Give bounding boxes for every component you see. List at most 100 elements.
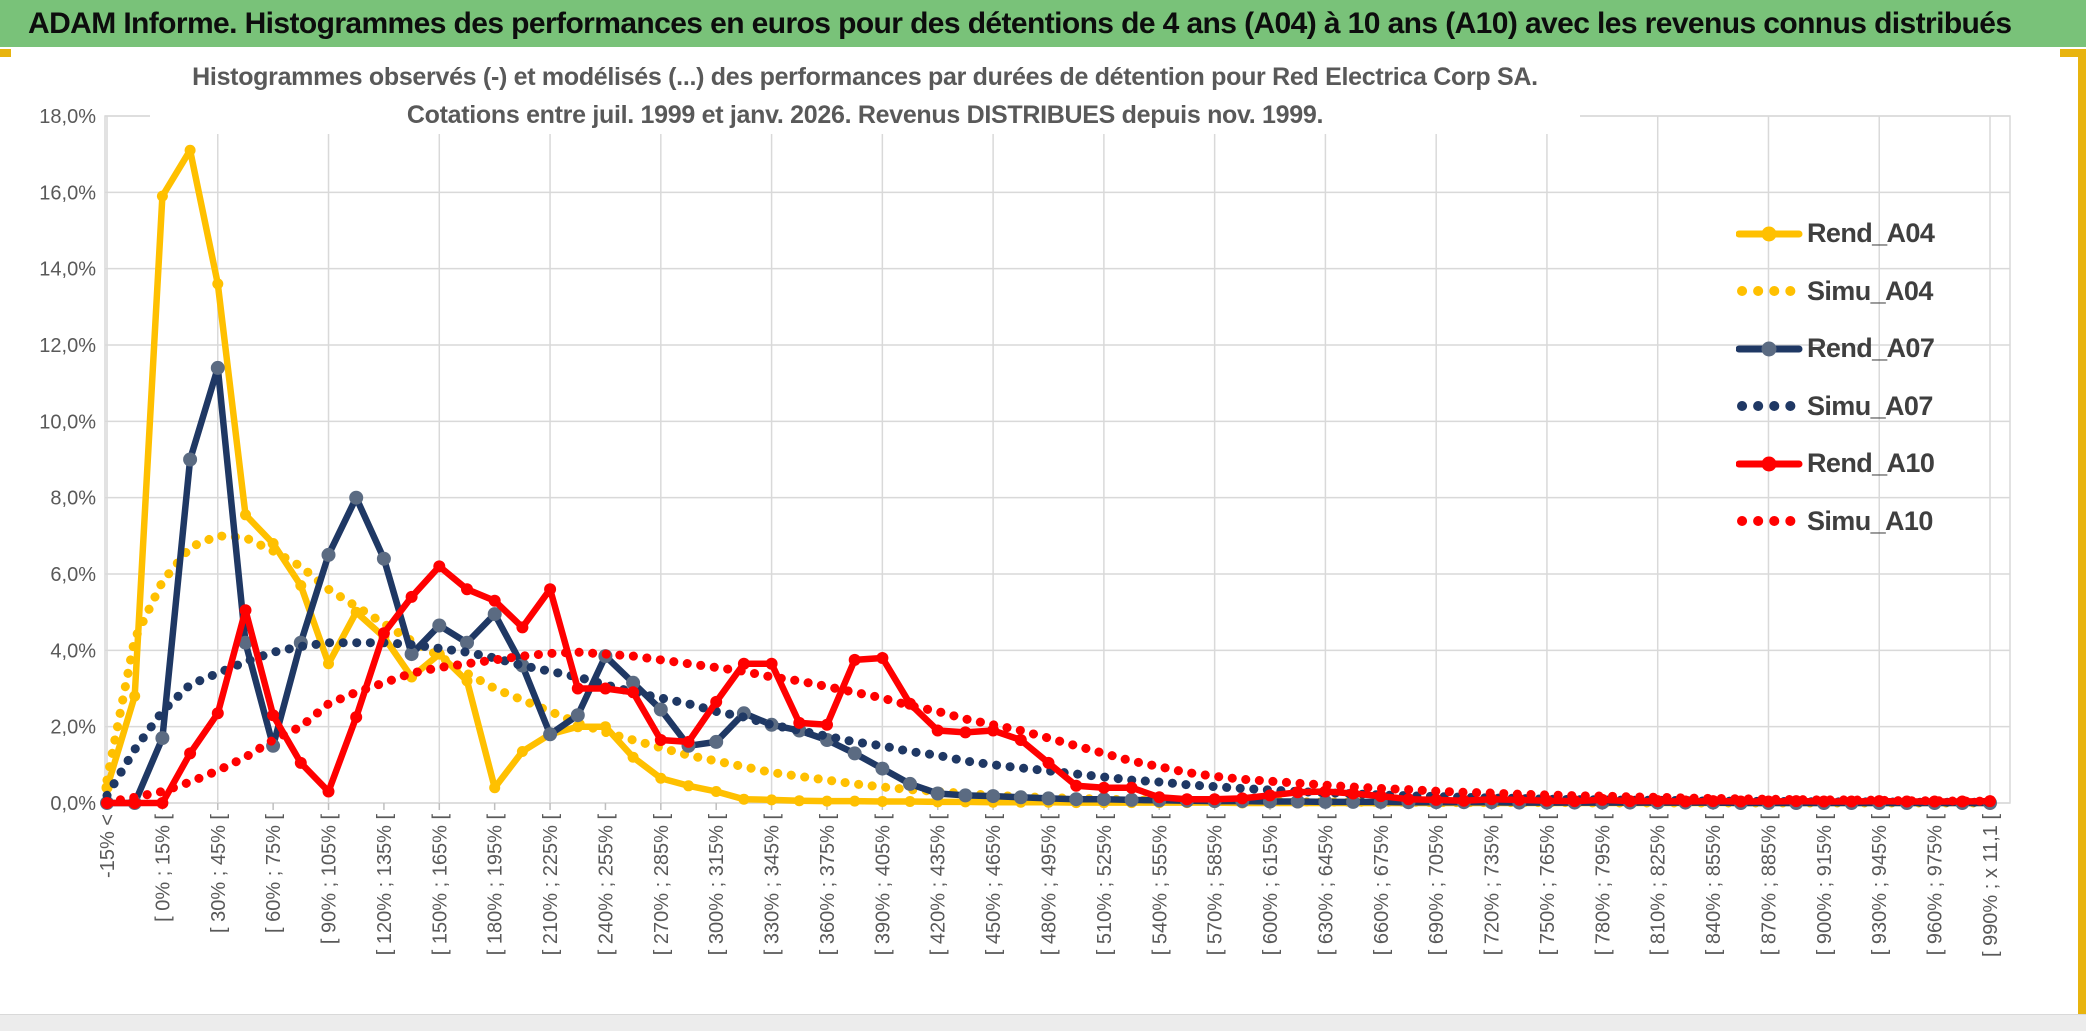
data-point xyxy=(738,793,750,805)
data-point xyxy=(876,796,888,807)
x-tick-label: [ 330% ; 345% [ xyxy=(762,814,784,956)
chart-title-line2: Cotations entre juil. 1999 et janv. 2026… xyxy=(406,101,1324,129)
data-point xyxy=(627,686,640,699)
data-point xyxy=(1096,792,1111,807)
legend-label: Simu_A10 xyxy=(1807,505,1933,536)
legend-item-Simu_A10: Simu_A10 xyxy=(1736,493,1934,551)
data-point xyxy=(1346,794,1361,809)
data-point xyxy=(516,746,528,757)
x-tick-label: [ 30% ; 45% [ xyxy=(208,814,230,933)
x-tick-label: [ 480% ; 495% [ xyxy=(1039,814,1061,956)
data-point xyxy=(904,796,916,807)
data-point xyxy=(793,795,805,807)
data-point xyxy=(821,718,833,731)
data-point xyxy=(487,607,502,622)
data-point xyxy=(821,795,833,807)
y-tick-label: 8,0% xyxy=(50,488,96,510)
data-point xyxy=(295,580,307,591)
x-tick-label: [ 270% ; 285% [ xyxy=(651,814,673,956)
data-point xyxy=(1318,794,1333,809)
data-point xyxy=(350,711,363,724)
data-point xyxy=(184,144,196,156)
data-point xyxy=(682,735,695,748)
x-tick-label: [ 450% ; 465% [ xyxy=(983,814,1005,956)
data-point xyxy=(653,702,668,717)
y-tick-label: 4,0% xyxy=(50,640,96,662)
legend-solid-line-icon xyxy=(1736,226,1803,242)
y-tick-labels: 0,0% 2,0% 4,0% 6,0% 8,0% 10,0% 12,0% 14,0% 16,0%… xyxy=(39,106,96,815)
data-point xyxy=(709,734,724,749)
data-point xyxy=(238,635,253,650)
data-point xyxy=(267,709,280,722)
data-point xyxy=(544,583,557,596)
x-tick-label: [ 570% ; 585% [ xyxy=(1205,814,1227,956)
x-tick-label: [ 360% ; 375% [ xyxy=(817,814,839,956)
data-point xyxy=(405,590,418,603)
data-point xyxy=(349,490,364,505)
x-tick-label: [ 150% ; 165% [ xyxy=(429,814,451,956)
legend-item-Rend_A07: Rend_A07 xyxy=(1736,320,1935,378)
data-point xyxy=(156,190,168,202)
gold-accent-top-left xyxy=(0,49,11,57)
data-point xyxy=(1402,793,1415,806)
data-point xyxy=(1069,792,1084,807)
data-point xyxy=(155,731,170,746)
data-point xyxy=(433,560,446,573)
data-point xyxy=(1290,794,1305,809)
data-point xyxy=(654,734,667,746)
legend-label: Rend_A07 xyxy=(1807,333,1935,364)
data-point xyxy=(875,761,890,776)
x-tick-label: [ 510% ; 525% [ xyxy=(1094,814,1116,956)
data-point xyxy=(211,707,224,720)
header-bar: ADAM Informe. Histogrammes des performan… xyxy=(0,0,2086,47)
x-tick-label: [ 720% ; 735% [ xyxy=(1482,814,1504,956)
legend-item-Rend_A10: Rend_A10 xyxy=(1736,435,1935,493)
data-point xyxy=(404,647,419,662)
plot-border xyxy=(104,115,2011,804)
page-title: ADAM Informe. Histogrammes des performan… xyxy=(28,6,2012,40)
data-point xyxy=(1041,791,1056,806)
data-point xyxy=(1374,790,1387,803)
x-tick-label: [ 300% ; 315% [ xyxy=(706,814,728,956)
x-tick-label: [ 930% ; 945% [ xyxy=(1869,814,1891,956)
x-tick-label: [ 0% ; 15% [ xyxy=(152,814,174,922)
x-tick-label: [ 600% ; 615% [ xyxy=(1260,814,1282,956)
data-point xyxy=(1125,781,1138,794)
x-tick-label: [ 210% ; 225% [ xyxy=(540,814,562,956)
v-gridlines xyxy=(106,116,1991,803)
data-point xyxy=(1291,786,1304,799)
legend-label: Rend_A04 xyxy=(1807,218,1935,249)
legend-item-Simu_A04: Simu_A04 xyxy=(1736,263,1934,321)
data-point xyxy=(655,772,667,784)
data-point xyxy=(849,795,861,807)
x-tick-label: [ 60% ; 75% [ xyxy=(263,814,285,933)
x-tick-label: [ 390% ; 405% [ xyxy=(872,814,894,956)
data-point xyxy=(129,690,141,702)
data-point xyxy=(958,788,973,803)
x-tick-label: [ 630% ; 645% [ xyxy=(1315,814,1337,956)
data-point xyxy=(1208,793,1221,806)
legend-dotted-line-icon xyxy=(1737,401,1801,412)
y-tick-label: 14,0% xyxy=(39,259,96,281)
x-tick-label: [ 840% ; 855% [ xyxy=(1703,814,1725,956)
x-tick-labels: -15% < [ 0% ; 15% [[ 30% ; 45% [[ 60% ; 7… xyxy=(97,814,2002,957)
data-point xyxy=(1097,781,1110,794)
data-point xyxy=(931,724,944,737)
gold-border-right xyxy=(2078,49,2086,1024)
data-point xyxy=(986,789,1001,804)
x-tick-label: [ 990% ; x 11,1 [ xyxy=(1980,814,2002,957)
legend-label: Rend_A10 xyxy=(1807,448,1935,479)
data-point xyxy=(1236,792,1249,805)
data-point xyxy=(267,538,279,549)
data-point xyxy=(1042,756,1055,769)
data-point xyxy=(1264,789,1276,802)
data-point xyxy=(793,716,806,729)
gold-accent-top-right xyxy=(2060,49,2086,57)
data-point xyxy=(765,657,778,670)
data-point xyxy=(432,618,447,633)
x-tick-label: [ 870% ; 885% [ xyxy=(1758,814,1780,956)
series-Simu_A10 xyxy=(102,647,1995,807)
data-point xyxy=(627,751,639,763)
